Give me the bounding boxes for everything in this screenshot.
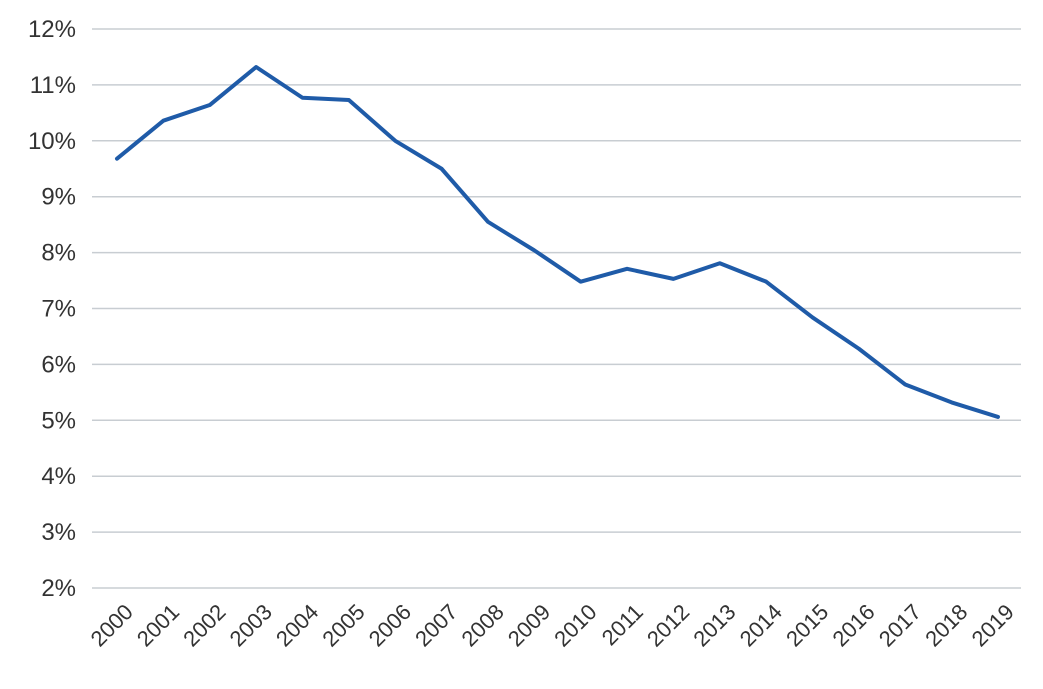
data-point	[115, 157, 119, 161]
data-point	[300, 96, 304, 100]
x-tick-label: 2003	[225, 599, 277, 651]
data-point	[811, 315, 815, 319]
x-tick-label: 2015	[781, 599, 833, 651]
data-point	[208, 103, 212, 107]
x-tick-label: 2016	[827, 599, 879, 651]
x-tick-label: 2002	[178, 599, 230, 651]
y-tick-label: 7%	[41, 296, 76, 323]
series-layer	[115, 65, 1000, 419]
x-tick-label: 2008	[457, 599, 509, 651]
x-tick-label: 2017	[874, 599, 926, 651]
y-tick-label: 9%	[41, 184, 76, 211]
x-tick-label: 2000	[86, 599, 138, 651]
y-tick-label: 2%	[41, 575, 76, 602]
data-point	[950, 400, 954, 404]
x-tick-label: 2007	[410, 599, 462, 651]
data-point	[857, 347, 861, 351]
y-tick-label: 8%	[41, 240, 76, 267]
data-point	[486, 220, 490, 224]
x-tick-label: 2009	[503, 599, 555, 651]
x-tick-label: 2014	[735, 599, 787, 651]
y-axis: 12% 11% 10% 9% 8% 7% 6% 5% 4% 3% 2%	[28, 16, 76, 602]
y-tick-label: 12%	[28, 16, 76, 43]
data-point	[254, 65, 258, 69]
grid-lines	[92, 28, 1021, 589]
x-tick-label: 2018	[920, 599, 972, 651]
data-point	[996, 415, 1000, 419]
data-point	[393, 139, 397, 143]
y-tick-label: 11%	[30, 72, 76, 99]
data-point	[671, 277, 675, 281]
y-tick-label: 4%	[41, 463, 76, 490]
x-tick-label: 2006	[364, 599, 416, 651]
y-tick-label: 5%	[41, 407, 76, 434]
data-point	[161, 119, 165, 123]
y-tick-label: 3%	[41, 519, 76, 546]
data-point	[347, 98, 351, 102]
x-tick-label: 2011	[597, 599, 648, 650]
data-point	[903, 383, 907, 387]
series-line	[115, 65, 1000, 419]
x-tick-label: 2019	[967, 599, 1019, 651]
x-tick-label: 2012	[642, 599, 694, 651]
x-tick-label: 2005	[317, 599, 369, 651]
data-point	[440, 167, 444, 171]
y-tick-label: 10%	[28, 128, 76, 155]
x-axis: 2000200120022003200420052006200720082009…	[86, 599, 1019, 651]
y-tick-label: 6%	[41, 351, 76, 378]
data-point	[718, 261, 722, 265]
x-tick-label: 2013	[688, 599, 740, 651]
x-tick-label: 2001	[132, 599, 184, 651]
x-tick-label: 2010	[549, 599, 601, 651]
data-point	[532, 248, 536, 252]
data-point	[579, 280, 583, 284]
data-point	[625, 267, 629, 271]
data-point	[764, 280, 768, 284]
x-tick-label: 2004	[271, 599, 323, 651]
